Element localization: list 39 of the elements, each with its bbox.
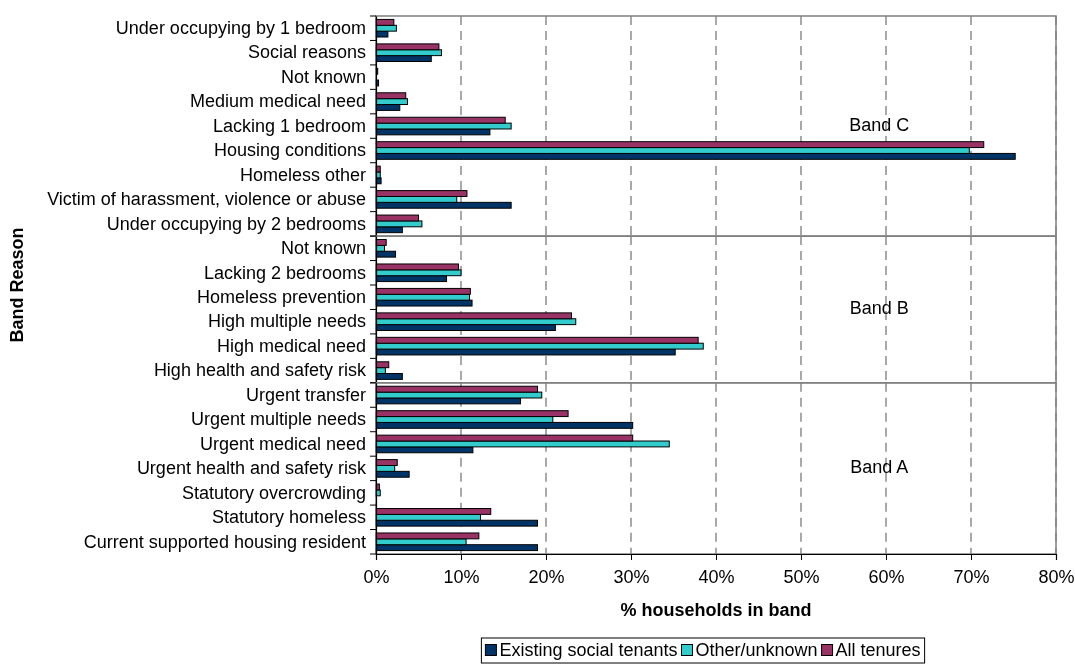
legend-label: Existing social tenants bbox=[499, 639, 678, 660]
y-tick-label: Not known bbox=[280, 238, 366, 259]
y-tick-label: Urgent transfer bbox=[245, 384, 366, 405]
annotation: Band A bbox=[850, 457, 909, 478]
y-tick-label: Lacking 2 bedrooms bbox=[203, 262, 366, 283]
y-tick-label: Not known bbox=[280, 66, 366, 87]
annotation: Band C bbox=[849, 114, 910, 135]
y-tick-label: Lacking 1 bedroom bbox=[212, 115, 366, 136]
x-tick-label: 0% bbox=[363, 566, 390, 587]
annotation: Band B bbox=[849, 298, 909, 319]
x-tick-label: 50% bbox=[783, 566, 820, 587]
y-tick-label: Under occupying by 1 bedroom bbox=[115, 17, 366, 38]
y-tick-label: Urgent multiple needs bbox=[190, 409, 366, 430]
y-axis-title: Band Reason bbox=[6, 227, 27, 343]
x-tick-label: 20% bbox=[528, 566, 565, 587]
y-tick-label: Statutory homeless bbox=[211, 507, 366, 528]
y-tick-label: Homeless other bbox=[239, 164, 366, 185]
y-tick-label: Housing conditions bbox=[213, 140, 366, 161]
x-tick-label: 80% bbox=[1038, 566, 1075, 587]
x-tick-label: 60% bbox=[868, 566, 905, 587]
y-tick-label: High health and safety risk bbox=[153, 360, 367, 381]
y-tick-label: Urgent medical need bbox=[199, 433, 366, 454]
legend-label: All tenures bbox=[835, 639, 921, 660]
y-tick-label: Urgent health and safety risk bbox=[136, 458, 367, 479]
y-tick-label: Medium medical need bbox=[189, 91, 366, 112]
x-tick-label: 40% bbox=[698, 566, 735, 587]
legend-label: Other/unknown bbox=[695, 639, 818, 660]
y-tick-label: High multiple needs bbox=[207, 311, 366, 332]
x-tick-label: 30% bbox=[613, 566, 650, 587]
y-tick-label: Social reasons bbox=[247, 42, 366, 63]
y-tick-label: Under occupying by 2 bedrooms bbox=[106, 213, 366, 234]
x-tick-label: 10% bbox=[443, 566, 480, 587]
y-tick-label: High medical need bbox=[216, 335, 366, 356]
y-tick-label: Victim of harassment, violence or abuse bbox=[47, 189, 366, 210]
y-tick-label: Statutory overcrowding bbox=[181, 482, 366, 503]
y-tick-label: Homeless prevention bbox=[196, 286, 366, 307]
x-tick-label: 70% bbox=[953, 566, 990, 587]
y-tick-label: Current supported housing resident bbox=[83, 531, 366, 552]
x-axis-title: % households in band bbox=[620, 599, 812, 620]
